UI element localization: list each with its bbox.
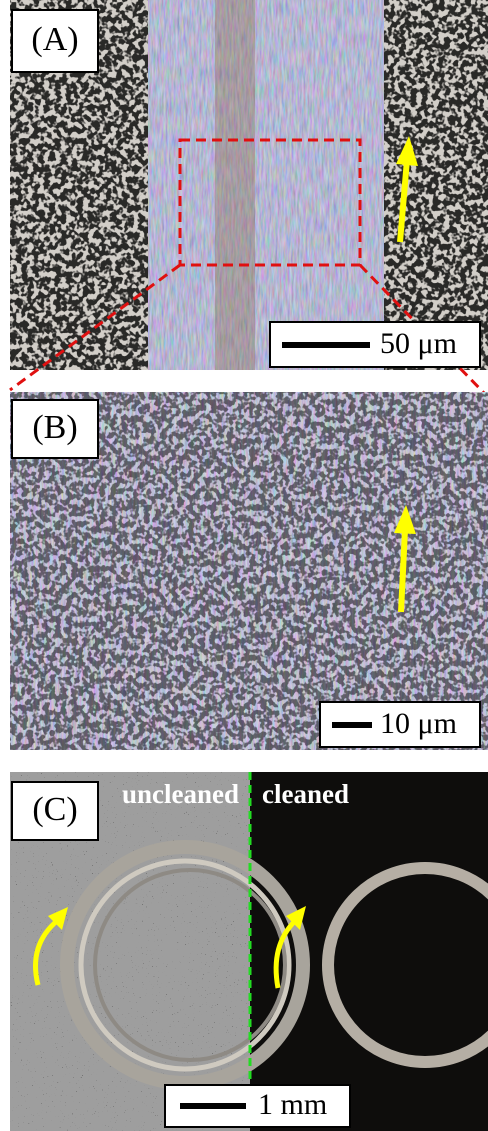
panel-label: (A) [31, 21, 78, 58]
label-box [11, 781, 99, 841]
direction-arrow [394, 505, 416, 613]
scale-label: 50 μm [380, 327, 457, 360]
scale-label: 1 mm [258, 1088, 327, 1121]
direction-arrow [396, 136, 418, 243]
annotation: uncleaned [122, 779, 239, 809]
annotation: cleaned [262, 779, 349, 809]
label-box [11, 399, 99, 459]
panel-label: (B) [32, 409, 77, 446]
scale-label: 10 μm [380, 707, 457, 740]
rotation-arrow [33, 907, 68, 986]
panel-label: (C) [32, 791, 77, 828]
zoom-region [178, 138, 362, 267]
rotation-arrow [273, 906, 306, 989]
panel-a-image [10, 0, 488, 370]
zoom-line [9, 263, 181, 392]
label-box [11, 9, 99, 73]
zoom-line [358, 263, 488, 397]
